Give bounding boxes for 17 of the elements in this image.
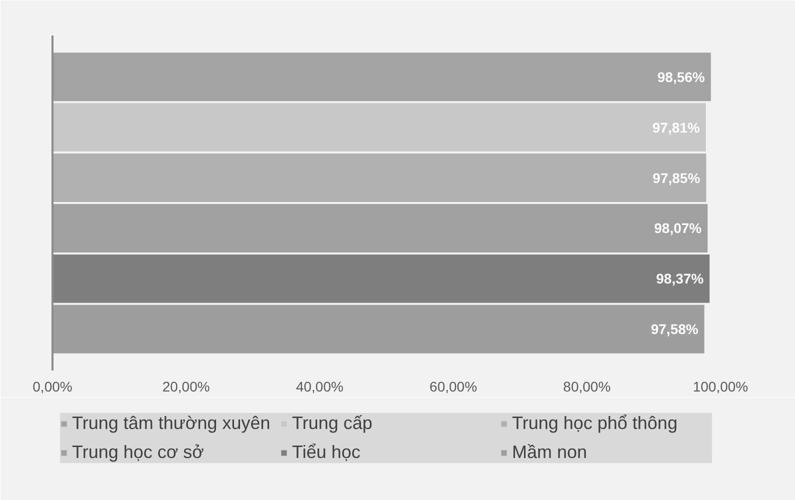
x-tick-label: 0,00% — [32, 378, 72, 394]
data-label: 97,85% — [652, 170, 701, 186]
data-label: 98,37% — [656, 270, 704, 287]
data-label: 98,07% — [654, 220, 702, 236]
data-label: 97,58% — [650, 321, 699, 338]
legend-label: Trung tâm thường xuyên — [72, 413, 272, 434]
x-tick-label: 40,00% — [296, 378, 344, 394]
x-tick-label: 20,00% — [162, 378, 210, 394]
legend-label: Trung học cơ sở — [72, 442, 205, 463]
x-tick-label: 100,00% — [692, 378, 748, 394]
legend-label: Trung cấp — [292, 413, 374, 434]
x-tick-label: 80,00% — [563, 378, 611, 394]
legend-label: Mầm non — [512, 442, 588, 463]
x-tick-label: 60,00% — [430, 378, 478, 394]
data-label: 98,56% — [657, 68, 706, 85]
legend-label: Trung học phổ thông — [512, 413, 678, 434]
legend-label: Tiểu học — [292, 442, 362, 463]
